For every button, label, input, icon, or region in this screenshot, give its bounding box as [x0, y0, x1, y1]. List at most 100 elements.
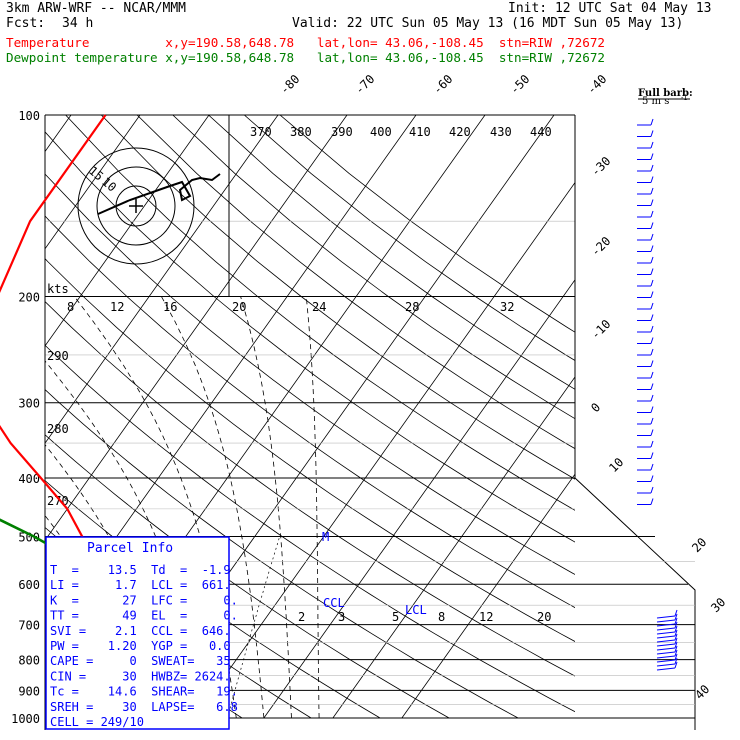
lower-frame: [574, 477, 696, 730]
mixing-ratio-lower-label: 12: [479, 610, 493, 624]
wind-barb: [637, 118, 654, 126]
isotherm-line: [194, 181, 575, 719]
wind-barb: [656, 613, 678, 623]
wind-barb: [637, 164, 654, 172]
mixing-ratio-lower-labels: 2 3 5 8 12 20: [298, 610, 551, 624]
wind-barb: [637, 210, 654, 218]
isotherm-label: -50: [507, 72, 532, 97]
hodograph-ring-15: [77, 147, 195, 265]
mixing-ratio-upper-label: 16: [163, 300, 177, 314]
wind-barb: [656, 609, 678, 619]
mixing-ratio-upper-label: 32: [500, 300, 514, 314]
parcel-info-row: Tc = 14.6 SHEAR= 19.: [50, 685, 238, 699]
pressure-label-700: 700: [18, 619, 40, 633]
wind-barb: [637, 417, 654, 425]
wind-barb: [656, 633, 678, 643]
isotherm-label: 0: [588, 400, 603, 415]
mixing-ratio-line: [227, 536, 281, 719]
wind-barb: [637, 383, 654, 390]
isotherm-line: [401, 473, 575, 719]
hodograph-units: kts: [47, 282, 69, 296]
parcel-info-row: CIN = 30 HWBZ= 2624.: [50, 669, 231, 683]
wind-barbs: [637, 118, 678, 671]
wind-barb: [637, 256, 654, 264]
wind-barb: [637, 463, 654, 471]
mixing-ratio-lower-label: 2: [298, 610, 305, 624]
dewpoint-legend: Dewpoint temperature x,y=190.58,648.78 l…: [6, 50, 605, 65]
isotherm-label: -10: [588, 317, 613, 342]
isotherm-label: -70: [352, 72, 377, 97]
isotherm-line: [0, 115, 2, 718]
wind-barb: [637, 406, 654, 413]
isotherm-line: [332, 376, 575, 719]
wind-barb: [656, 625, 678, 635]
init-time: Init: 12 UTC Sat 04 May 13: [508, 1, 712, 16]
wind-barb: [637, 279, 654, 287]
isotherm-label: -40: [584, 72, 609, 97]
theta-e-label: 420: [449, 125, 471, 139]
mixing-ratio-upper-label: 8: [67, 300, 74, 314]
parcel-info-row: CAPE = 0 SWEAT= 35: [50, 654, 231, 668]
wind-barb: [637, 222, 654, 229]
mixing-ratio-lower-label: 3: [338, 610, 345, 624]
wind-barb: [637, 486, 654, 494]
mixing-ratio-upper-labels: 8 12 16 20 24 28 32: [67, 300, 514, 314]
hodograph-trace: [97, 173, 221, 215]
dry-adiabat-line: [244, 115, 575, 361]
wind-barb: [637, 141, 654, 149]
dry-adiabat-line: [172, 115, 575, 420]
wind-barb: [637, 429, 654, 436]
lcl-annotation: LCL: [405, 603, 427, 617]
parcel-info-row: PW = 1.20 YGP = 0.0: [50, 639, 231, 653]
wind-barb: [656, 641, 678, 651]
isotherm-line: [45, 115, 210, 347]
isotherm-line: [263, 279, 575, 719]
isotherm-label: -60: [430, 72, 455, 97]
wind-barb: [637, 302, 654, 310]
parcel-info-row: T = 13.5 Td = -1.9: [50, 563, 231, 577]
wind-barb: [637, 498, 654, 505]
pressure-label-1000: 1000: [11, 712, 40, 726]
hodograph-ring-10: [96, 166, 176, 246]
wind-barb: [637, 360, 654, 367]
plot-frame: [44, 114, 576, 730]
pressure-label-600: 600: [18, 578, 40, 592]
theta-e-label: 440: [530, 125, 552, 139]
wind-barb: [637, 325, 654, 333]
theta-e-label: 410: [409, 125, 431, 139]
wind-barb: [656, 657, 678, 667]
barb-legend-title: Full barb:: [638, 88, 693, 99]
pressure-label-900: 900: [18, 684, 40, 698]
temperature-legend: Temperature x,y=190.58,648.78 lat,lon= 4…: [6, 35, 605, 50]
parcel-info-row: SVI = 2.1 CCL = 646.: [50, 624, 231, 638]
wind-barb: [656, 629, 678, 639]
theta-e-label: 400: [370, 125, 392, 139]
isotherm-label: -30: [588, 154, 613, 179]
barb-legend-units: 5 m s: [642, 96, 669, 107]
wind-barb: [637, 245, 654, 252]
theta-e-label: 430: [490, 125, 512, 139]
isotherm-line: [45, 115, 348, 542]
moist-adiabat-line: [305, 296, 320, 719]
pressure-label-500: 500: [18, 530, 40, 544]
isotherm-label: -80: [277, 72, 302, 97]
valid-time: Valid: 22 UTC Sun 05 May 13 (16 MDT Sun …: [292, 16, 684, 31]
dry-adiabat-line: [279, 115, 575, 333]
wind-barb: [637, 176, 654, 183]
mixing-ratio-lower-label: 5: [392, 610, 399, 624]
parcel-info-row: TT = 49 EL = 0.: [50, 609, 238, 623]
parcel-info-row: K = 27 LFC = 0.: [50, 593, 238, 607]
isotherm-label: 30: [708, 595, 728, 615]
wind-barb: [637, 199, 654, 206]
wind-barb: [637, 268, 654, 275]
parcel-info-box: [45, 536, 230, 730]
dry-adiabat-label: 290: [47, 349, 69, 363]
parcel-info-row: LI = 1.7 LCL = 661.: [50, 578, 231, 592]
parcel-info-panel: Parcel Info T = 13.5 Td = -1.9LI = 1.7 L…: [45, 536, 238, 730]
wind-barb: [656, 661, 678, 671]
parcel-info-row: CELL = 249/10: [50, 715, 144, 729]
ccl-annotation: CCL: [323, 596, 345, 610]
